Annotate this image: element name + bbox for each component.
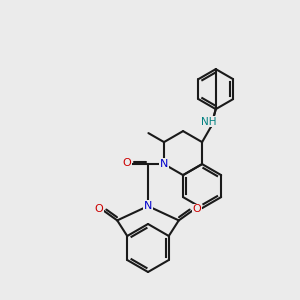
Text: O: O bbox=[192, 204, 201, 214]
Text: O: O bbox=[123, 158, 131, 168]
Text: NH: NH bbox=[201, 116, 217, 127]
Text: N: N bbox=[144, 201, 152, 211]
Text: N: N bbox=[160, 159, 168, 169]
Text: O: O bbox=[95, 204, 103, 214]
